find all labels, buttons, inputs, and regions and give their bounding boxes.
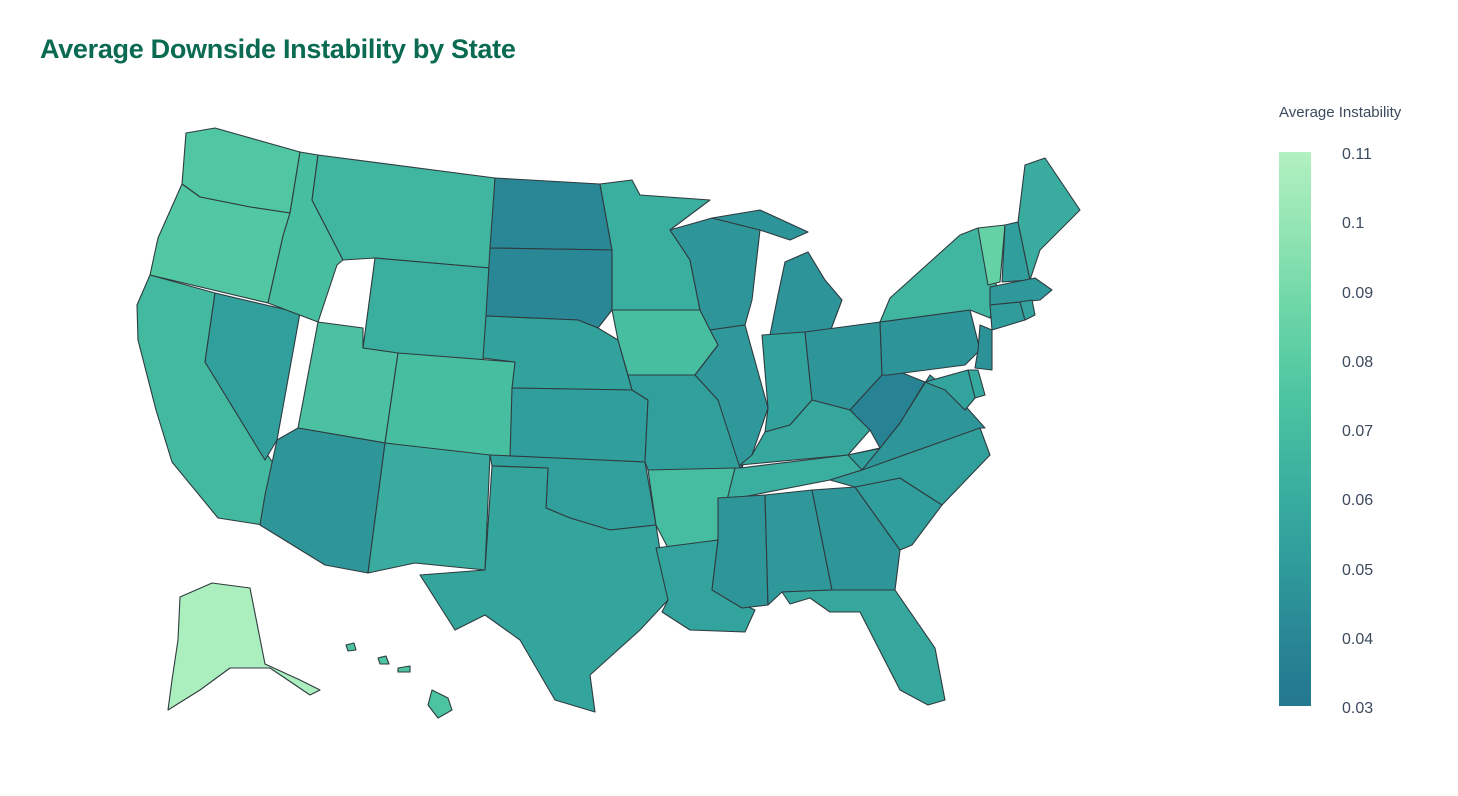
- state-az[interactable]: [259, 427, 386, 574]
- colorbar-tick-label: 0.03: [1342, 700, 1374, 717]
- colorbar-tick-label: 0.07: [1342, 423, 1374, 440]
- colorbar: [1279, 152, 1311, 706]
- colorbar-tick-label: 0.11: [1342, 146, 1372, 163]
- colorbar-tick-label: 0.09: [1342, 284, 1374, 302]
- colorbar-tick-label: 0.06: [1342, 492, 1374, 510]
- state-tx[interactable]: [419, 465, 669, 713]
- state-md[interactable]: [924, 369, 976, 411]
- state-ma[interactable]: [989, 277, 1053, 306]
- state-ct[interactable]: [989, 301, 1026, 331]
- state-ga[interactable]: [811, 486, 901, 591]
- state-mt[interactable]: [311, 154, 496, 269]
- colorbar-tick-label: 0.1: [1342, 215, 1365, 233]
- state-mi[interactable]: [711, 209, 843, 336]
- state-nm[interactable]: [367, 442, 491, 574]
- colorbar-tick-label: 0.08: [1342, 353, 1374, 371]
- colorbar-tick-label: 0.04: [1342, 630, 1374, 648]
- state-vt[interactable]: [977, 224, 1006, 286]
- state-nd[interactable]: [489, 177, 613, 251]
- state-sd[interactable]: [485, 247, 613, 329]
- chart-title: Average Downside Instability by State: [40, 34, 516, 64]
- state-co[interactable]: [384, 352, 516, 461]
- choropleth-map: [136, 127, 1081, 719]
- state-ms[interactable]: [711, 494, 769, 609]
- state-nc[interactable]: [829, 427, 991, 506]
- state-ak[interactable]: [167, 582, 321, 711]
- state-nj[interactable]: [974, 324, 993, 371]
- state-wv[interactable]: [849, 369, 926, 449]
- state-ri[interactable]: [1019, 299, 1036, 321]
- state-fl[interactable]: [781, 589, 946, 706]
- state-me[interactable]: [1017, 157, 1081, 281]
- state-ks[interactable]: [509, 387, 649, 463]
- colorbar-tick-label: 0.05: [1342, 561, 1374, 579]
- colorbar-title: Average Instability: [1279, 104, 1402, 121]
- state-hi[interactable]: [345, 642, 453, 719]
